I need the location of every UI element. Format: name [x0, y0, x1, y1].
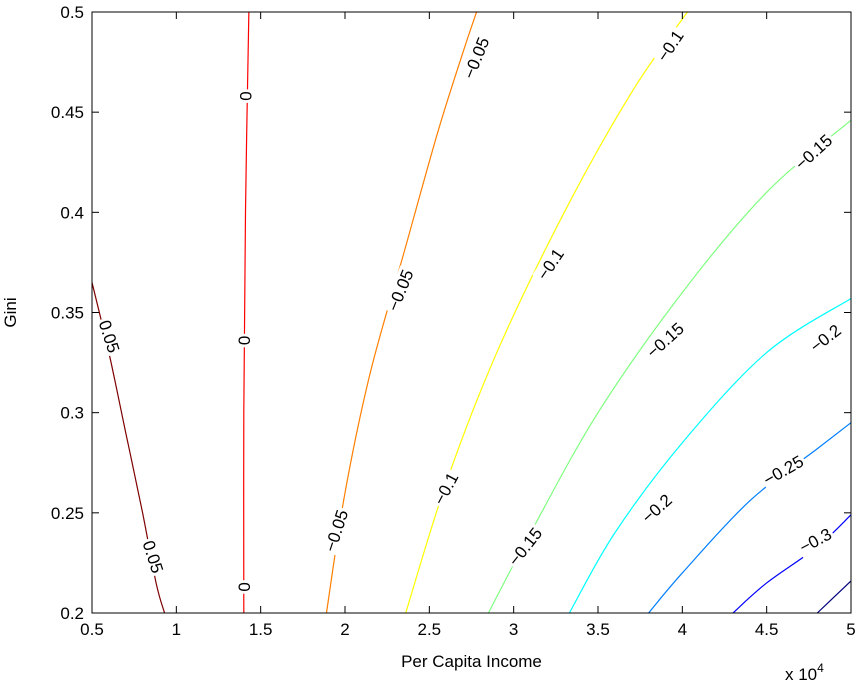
x-multiplier-exponent: 4: [817, 661, 824, 675]
contour-label-bg-1-1: [234, 333, 254, 348]
x-tick-label: 1.5: [249, 620, 273, 639]
x-axis-multiplier: x 104: [785, 661, 824, 684]
y-tick-label: 0.45: [51, 103, 84, 122]
x-tick-label: 3.5: [586, 620, 610, 639]
x-tick-label: 5: [846, 620, 855, 639]
contour-label-bg-7-0: [794, 523, 837, 559]
x-tick-label: 0.5: [80, 620, 104, 639]
tick-layer: 0.5 1 1.5 2 2.5 3 3.5 4 4.5 5 0.2 0.25 0.3 0.35 0.4 0.4…: [51, 3, 856, 639]
contour-label-bg-5-0: [805, 319, 847, 358]
contour-label-1-1: 0: [234, 336, 253, 345]
x-axis-label: Per Capita Income: [401, 652, 542, 671]
contour-label-bg-2-0: [458, 32, 495, 84]
y-tick-label: 0.5: [60, 3, 84, 22]
x-tick-label: 4: [678, 620, 687, 639]
contour-label-bg-2-2: [320, 505, 353, 557]
y-tick-label: 0.2: [60, 604, 84, 623]
contour-label-bg-0-1: [137, 536, 168, 578]
contour-label-bg-5-1: [636, 489, 678, 529]
contour-label-1-0: 0: [236, 91, 255, 100]
contour-line-8: [816, 580, 852, 614]
contour-line-5: [568, 297, 852, 614]
x-tick-label: 2.5: [418, 620, 442, 639]
contour-label-bg-2-1: [383, 265, 419, 316]
x-tick-label: 2: [340, 620, 349, 639]
y-axis-label: Gini: [1, 297, 20, 327]
contour-label-bg-0-0: [94, 315, 124, 358]
y-tick-label: 0.4: [60, 203, 84, 222]
contour-label-bg-3-1: [532, 243, 570, 286]
x-multiplier-base: x 10: [785, 665, 817, 684]
x-tick-label: 1: [172, 620, 181, 639]
contour-label-bg-1-0: [235, 89, 255, 103]
contour-label-bg-4-2: [503, 522, 548, 572]
x-tick-label: 4.5: [755, 620, 779, 639]
contour-line-7: [732, 514, 852, 614]
y-tick-label: 0.25: [51, 504, 84, 523]
contour-label-bg-3-2: [428, 467, 464, 510]
y-tick-label: 0.3: [60, 404, 84, 423]
x-tick-label: 3: [509, 620, 518, 639]
contour-label-bg-1-2: [234, 580, 254, 594]
contour-label-bg-3-0: [652, 25, 689, 67]
contour-label-1-2: 0: [234, 582, 253, 591]
contour-label-bg-4-0: [790, 129, 838, 176]
contour-label-bg-6-0: [758, 450, 809, 491]
contour-label-bg-4-1: [641, 317, 690, 364]
y-tick-label: 0.35: [51, 304, 84, 323]
contour-line-6: [648, 422, 852, 614]
